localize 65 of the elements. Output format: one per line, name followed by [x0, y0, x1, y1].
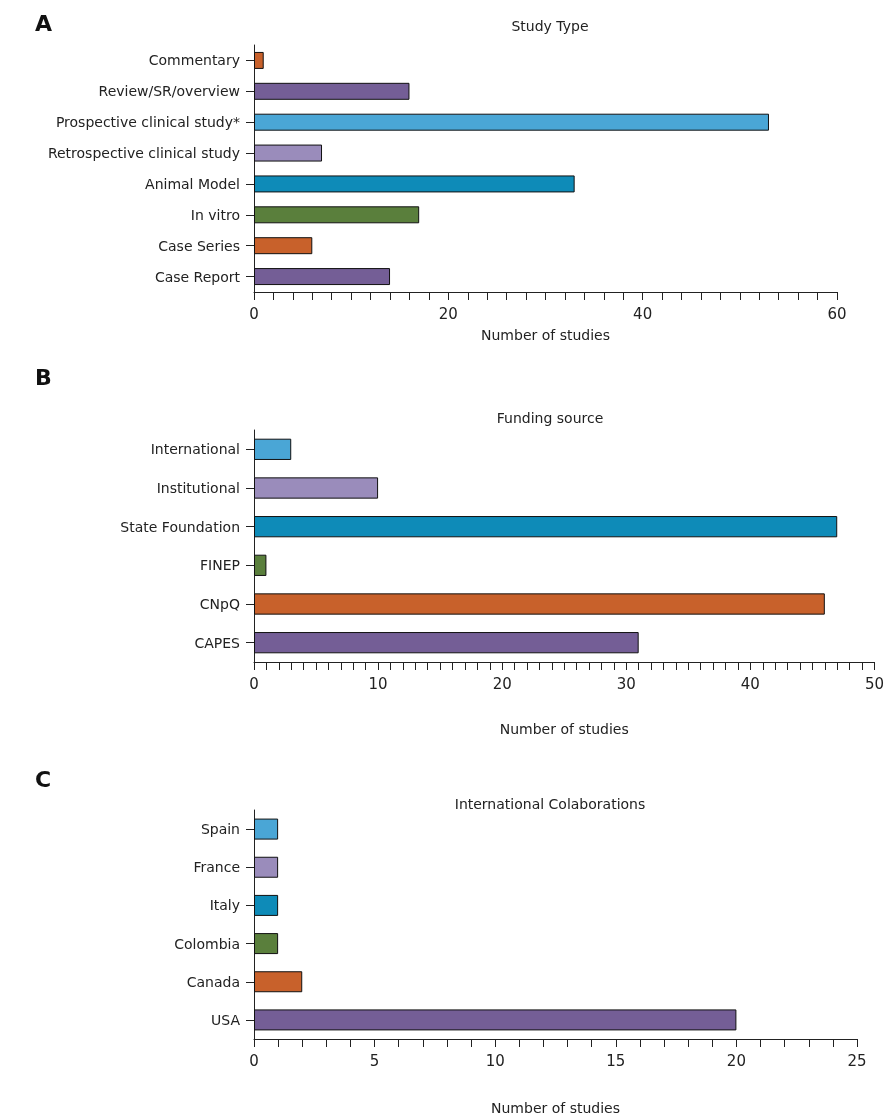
y-tick-label: Case Series [158, 237, 240, 254]
bar [254, 477, 379, 499]
bar [254, 894, 279, 916]
y-tick-label: In vitro [190, 206, 240, 223]
y-tick-label: Canada [186, 973, 240, 990]
bar [254, 971, 303, 993]
x-axis-title: Number of studies [499, 721, 629, 737]
bar [254, 144, 323, 162]
x-tick-label: 20 [726, 1051, 746, 1070]
bar [254, 268, 391, 286]
bar [254, 237, 313, 255]
bar [254, 82, 410, 100]
x-tick-label: 15 [606, 1051, 626, 1070]
chart-title: Funding source [496, 410, 604, 426]
x-tick-label: 0 [249, 674, 259, 693]
bar [254, 438, 292, 460]
y-tick-label: CAPES [194, 634, 241, 651]
x-tick-label: 0 [249, 304, 259, 323]
y-tick-label: Institutional [156, 480, 240, 496]
x-tick-label: 25 [847, 1051, 867, 1070]
y-tick-label: Colombia [174, 935, 240, 952]
chart-title: Study Type [511, 18, 589, 34]
x-tick-label: 10 [485, 1051, 505, 1070]
y-tick-label: Case Report [154, 268, 241, 285]
x-tick-label: 5 [369, 1051, 380, 1070]
text: A [35, 10, 53, 36]
y-tick-label: Retrospective clinical study [47, 145, 240, 162]
y-tick-label: Prospective clinical study* [55, 114, 240, 131]
y-tick-label: Spain [200, 821, 240, 838]
x-tick-label: 10 [368, 674, 388, 693]
x-tick-label: 40 [633, 304, 653, 323]
bar [254, 51, 264, 69]
y-tick-label: Commentary [148, 52, 240, 69]
text: B [35, 364, 52, 390]
y-tick-label: State Foundation [120, 518, 240, 535]
bar [254, 593, 825, 615]
bar [254, 1009, 737, 1031]
x-tick-label: 20 [492, 674, 512, 693]
bar [254, 554, 267, 576]
y-tick-label: Review/SR/overview [98, 83, 240, 100]
x-tick-label: 60 [827, 304, 847, 323]
y-tick-label: USA [211, 1011, 241, 1028]
x-tick-label: 40 [740, 674, 760, 693]
y-tick-label: France [193, 859, 240, 876]
y-tick-label: International [150, 441, 240, 458]
x-tick-label: 20 [438, 304, 458, 323]
y-tick-label: Animal Model [145, 175, 240, 192]
x-axis-title: Number of studies [481, 327, 610, 343]
bar [254, 175, 575, 193]
text: C [35, 766, 52, 792]
bar [254, 632, 639, 654]
y-tick-label: Italy [209, 897, 240, 914]
bar [254, 516, 838, 538]
chart-title: International Colaborations [454, 796, 646, 812]
y-tick-label: FINEP [200, 557, 240, 574]
y-tick-label: CNpQ [199, 596, 240, 612]
bar [254, 206, 420, 224]
x-tick-label: 30 [616, 674, 636, 693]
x-tick-label: 0 [249, 1051, 259, 1070]
bar [254, 818, 279, 840]
x-axis-title: Number of studies [491, 1100, 620, 1116]
bar [254, 933, 279, 955]
x-tick-label: 50 [864, 674, 884, 693]
bar [254, 856, 279, 878]
bar [254, 113, 769, 131]
